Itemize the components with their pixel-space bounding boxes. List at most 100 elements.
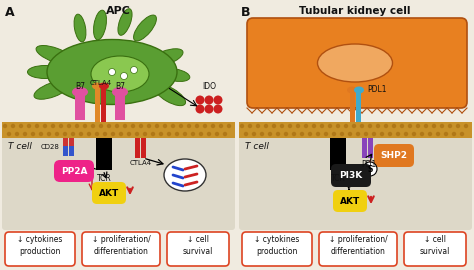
- Circle shape: [195, 104, 204, 113]
- FancyBboxPatch shape: [333, 190, 367, 212]
- Text: APC: APC: [106, 6, 130, 16]
- Circle shape: [364, 132, 368, 136]
- Circle shape: [204, 96, 213, 104]
- Circle shape: [240, 124, 244, 128]
- Text: B7: B7: [75, 82, 85, 91]
- Circle shape: [167, 132, 171, 136]
- Circle shape: [360, 124, 364, 128]
- Circle shape: [163, 124, 167, 128]
- Circle shape: [227, 124, 231, 128]
- Text: PD1: PD1: [361, 160, 377, 169]
- Circle shape: [380, 132, 384, 136]
- Bar: [239, 122, 472, 130]
- Circle shape: [191, 132, 195, 136]
- Bar: [75, 95, 85, 120]
- Circle shape: [83, 124, 87, 128]
- Circle shape: [456, 124, 460, 128]
- Circle shape: [272, 124, 276, 128]
- Circle shape: [280, 124, 284, 128]
- Circle shape: [340, 132, 344, 136]
- Circle shape: [99, 124, 103, 128]
- Circle shape: [95, 132, 99, 136]
- Circle shape: [316, 132, 320, 136]
- Circle shape: [87, 132, 91, 136]
- Ellipse shape: [134, 15, 156, 41]
- Circle shape: [103, 132, 107, 136]
- Circle shape: [175, 132, 179, 136]
- Text: CTLA4: CTLA4: [130, 160, 152, 166]
- Circle shape: [320, 124, 324, 128]
- Circle shape: [195, 124, 199, 128]
- FancyBboxPatch shape: [242, 232, 312, 266]
- Circle shape: [332, 132, 336, 136]
- Bar: [141, 138, 146, 158]
- Circle shape: [416, 124, 420, 128]
- Bar: [330, 138, 346, 170]
- FancyBboxPatch shape: [82, 232, 160, 266]
- Circle shape: [75, 124, 79, 128]
- Ellipse shape: [118, 9, 132, 35]
- Circle shape: [43, 124, 47, 128]
- FancyBboxPatch shape: [5, 232, 75, 266]
- Circle shape: [252, 132, 256, 136]
- Bar: [115, 95, 125, 120]
- Circle shape: [119, 132, 123, 136]
- Circle shape: [27, 124, 31, 128]
- Circle shape: [452, 132, 456, 136]
- Circle shape: [179, 124, 183, 128]
- Ellipse shape: [99, 83, 109, 89]
- Bar: [95, 88, 100, 122]
- Circle shape: [211, 124, 215, 128]
- Text: AKT: AKT: [340, 197, 360, 205]
- Text: PDL1: PDL1: [367, 86, 386, 94]
- Ellipse shape: [93, 10, 107, 40]
- Circle shape: [31, 132, 35, 136]
- Circle shape: [215, 132, 219, 136]
- Circle shape: [296, 124, 300, 128]
- Circle shape: [436, 132, 440, 136]
- Circle shape: [219, 124, 223, 128]
- Bar: [69, 138, 74, 156]
- Circle shape: [59, 124, 63, 128]
- Text: production: production: [19, 248, 61, 256]
- Circle shape: [392, 124, 396, 128]
- Circle shape: [207, 132, 211, 136]
- Circle shape: [440, 124, 444, 128]
- Circle shape: [412, 132, 416, 136]
- Circle shape: [111, 132, 115, 136]
- Circle shape: [155, 124, 159, 128]
- Text: A: A: [5, 6, 15, 19]
- Circle shape: [199, 132, 203, 136]
- Text: differentiation: differentiation: [330, 248, 385, 256]
- Circle shape: [268, 132, 272, 136]
- Circle shape: [171, 124, 175, 128]
- FancyBboxPatch shape: [247, 18, 467, 108]
- Text: AKT: AKT: [99, 188, 119, 197]
- Circle shape: [115, 124, 119, 128]
- Circle shape: [444, 132, 448, 136]
- Circle shape: [139, 124, 143, 128]
- Bar: [368, 138, 373, 158]
- Circle shape: [35, 124, 39, 128]
- Circle shape: [344, 124, 348, 128]
- Circle shape: [356, 132, 360, 136]
- FancyBboxPatch shape: [167, 232, 229, 266]
- Bar: [101, 88, 106, 122]
- Circle shape: [67, 124, 71, 128]
- Text: ↓ cell: ↓ cell: [187, 235, 209, 245]
- Text: SHP2: SHP2: [381, 150, 408, 160]
- FancyBboxPatch shape: [319, 232, 397, 266]
- Circle shape: [244, 132, 248, 136]
- FancyBboxPatch shape: [54, 160, 94, 182]
- Circle shape: [195, 96, 204, 104]
- Circle shape: [348, 132, 352, 136]
- Circle shape: [308, 132, 312, 136]
- Circle shape: [47, 132, 51, 136]
- Circle shape: [23, 132, 27, 136]
- Circle shape: [304, 124, 308, 128]
- Text: ↓ cell: ↓ cell: [424, 235, 446, 245]
- Ellipse shape: [72, 87, 88, 97]
- Circle shape: [183, 132, 187, 136]
- Bar: [63, 138, 68, 156]
- Text: B7: B7: [115, 82, 125, 91]
